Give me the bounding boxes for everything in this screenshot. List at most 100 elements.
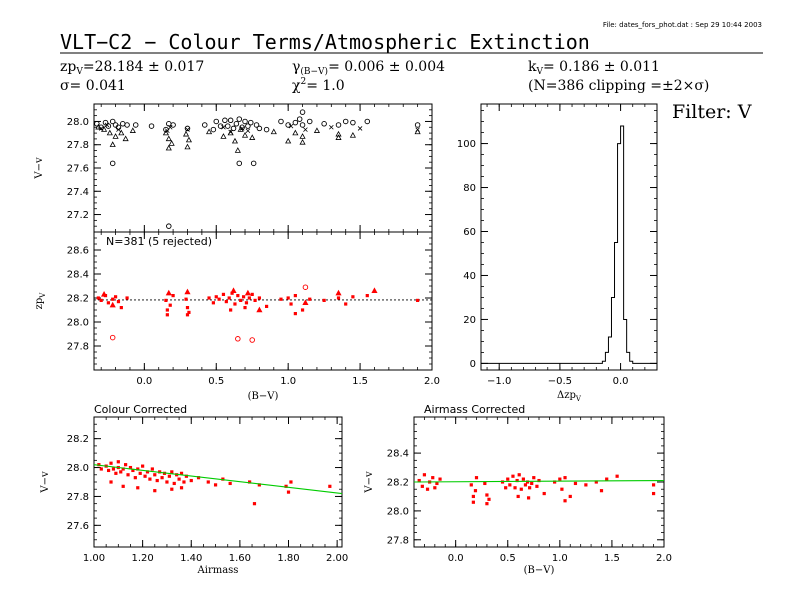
data-point <box>221 292 226 296</box>
data-point <box>651 483 656 487</box>
data-point <box>471 494 475 499</box>
x-tick-label: −0.5 <box>548 376 572 387</box>
data-point <box>515 478 519 483</box>
data-point <box>615 474 619 478</box>
y-tick-label: 28.4 <box>67 270 89 281</box>
data-point <box>420 484 424 488</box>
data-point <box>473 489 478 493</box>
gamma-stat: γ(B−V)= 0.006 ± 0.004 <box>292 59 445 77</box>
data-point <box>523 483 528 487</box>
data-point <box>162 129 169 136</box>
x-tick-label: 1.5 <box>352 376 368 387</box>
data-point <box>184 288 191 295</box>
data-point <box>109 480 113 484</box>
data-point <box>249 337 255 343</box>
data-point <box>253 122 260 128</box>
x-axis-label: Airmass <box>197 565 239 576</box>
x-tick-label: 1.60 <box>229 553 251 564</box>
data-point <box>205 128 213 135</box>
data-point <box>121 484 125 488</box>
y-tick-label: 27.6 <box>67 164 89 175</box>
panel-v-minus-v: 27.2 27.4 27.6 27.8 28.0 V−v <box>34 103 433 233</box>
data-point <box>106 301 110 305</box>
data-point <box>167 124 173 130</box>
data-point <box>431 476 435 480</box>
data-point <box>487 497 491 501</box>
data-point <box>235 336 241 342</box>
data-point <box>109 461 113 465</box>
x-tick-label: 2.00 <box>326 553 348 564</box>
y-tick-label: 27.4 <box>67 187 89 198</box>
data-point <box>136 486 140 490</box>
data-point <box>417 478 421 483</box>
x-tick-label: 1.0 <box>552 553 568 564</box>
x-tick-label: −1.0 <box>487 376 511 387</box>
data-point <box>651 491 656 496</box>
data-point <box>285 122 291 128</box>
data-point <box>288 123 294 129</box>
data-point <box>422 473 427 477</box>
data-point <box>286 296 290 300</box>
data-point <box>138 471 142 475</box>
panel-zp-histogram: −1.0 −0.5 0.0 0 20 40 60 80 100 ΔzpV <box>457 103 658 403</box>
x-tick-label: 1.0 <box>280 376 296 387</box>
data-point <box>98 126 104 131</box>
y-tick-label: 28.0 <box>67 318 89 329</box>
data-point <box>165 135 172 142</box>
data-point <box>250 160 257 167</box>
data-point <box>296 116 303 122</box>
data-point <box>155 478 159 483</box>
data-point <box>126 473 130 477</box>
data-point <box>526 496 531 500</box>
data-point <box>302 299 309 306</box>
panel-colour-corrected: 1.00 1.20 1.40 1.60 1.80 2.00 27.6 27.8 28.0 28.2… <box>40 403 348 576</box>
data-point <box>217 297 221 301</box>
data-point <box>285 137 292 144</box>
data-point <box>293 312 297 316</box>
data-point <box>350 119 356 126</box>
data-point <box>414 128 421 135</box>
y-axis-label: zpV <box>34 292 47 310</box>
data-point <box>109 118 116 125</box>
data-point <box>553 480 557 484</box>
data-point <box>257 483 261 487</box>
x-axis-label: ΔzpV <box>557 390 582 403</box>
data-point <box>184 297 188 301</box>
data-point <box>118 129 125 136</box>
data-point <box>247 296 251 300</box>
data-point <box>148 477 152 481</box>
data-point <box>306 118 313 125</box>
data-point <box>231 137 239 144</box>
x-tick-label: 1.40 <box>180 553 202 564</box>
data-point <box>145 470 150 474</box>
data-point <box>116 127 121 132</box>
data-point <box>234 147 241 153</box>
data-point <box>213 118 220 125</box>
data-point <box>230 287 237 294</box>
plot-frame <box>93 103 433 233</box>
data-point <box>179 471 184 475</box>
data-point <box>525 480 530 484</box>
data-point <box>530 481 534 486</box>
panel-subtitle: Colour Corrected <box>94 403 187 416</box>
y-tick-label: 28.0 <box>387 506 409 517</box>
data-point <box>185 136 193 143</box>
data-point <box>133 476 137 480</box>
data-point <box>187 310 191 314</box>
y-tick-label: 27.2 <box>67 210 89 221</box>
data-point <box>189 478 193 483</box>
data-point <box>365 294 369 298</box>
data-point <box>170 470 174 474</box>
data-point <box>364 118 371 125</box>
data-point <box>221 124 226 130</box>
data-point <box>293 294 297 298</box>
data-point <box>167 474 171 478</box>
data-point <box>425 487 430 491</box>
data-point <box>94 121 100 127</box>
data-point <box>148 123 155 129</box>
data-point <box>227 296 231 300</box>
data-point <box>563 499 567 503</box>
data-point <box>513 486 517 490</box>
x-tick-label: 1.80 <box>277 553 299 564</box>
